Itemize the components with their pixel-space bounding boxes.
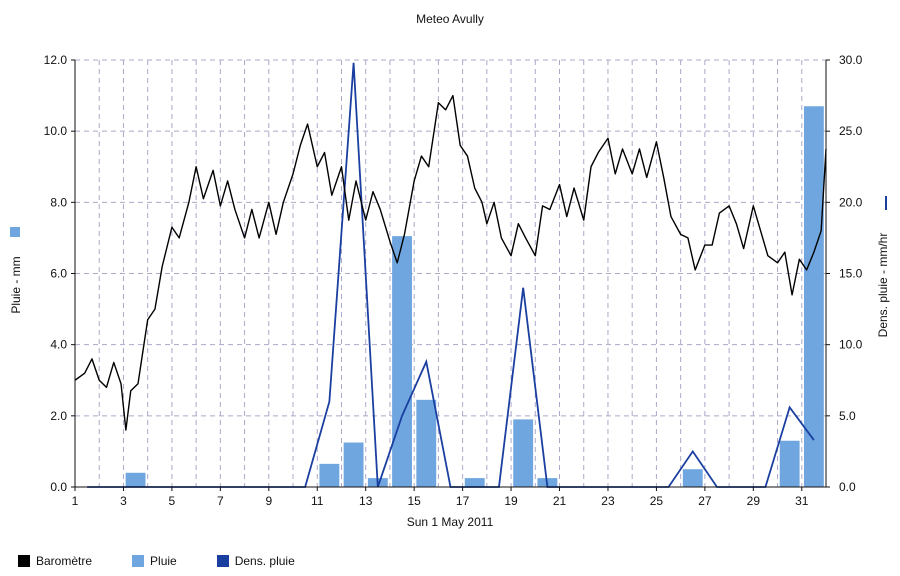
y-left-tick-label: 10.0	[44, 124, 68, 138]
legend-item-barometre: Baromètre	[18, 554, 92, 568]
legend-label-barometre: Baromètre	[36, 554, 93, 568]
bars	[125, 106, 824, 487]
x-tick-label: 11	[311, 494, 324, 508]
legend-label-pluie: Pluie	[150, 554, 177, 568]
y-right-tick-label: 5.0	[839, 409, 856, 423]
legend: Baromètre Pluie Dens. pluie	[18, 552, 335, 570]
pluie-bar	[319, 463, 340, 487]
x-tick-label: 23	[601, 494, 615, 508]
x-tick-label: 25	[650, 494, 664, 508]
pluie-bar	[416, 399, 437, 487]
x-axis-label: Sun 1 May 2011	[407, 515, 494, 529]
y-axis-left-label: Pluie - mm	[9, 256, 23, 313]
legend-item-dens-pluie: Dens. pluie	[216, 554, 295, 568]
pluie-bar	[392, 236, 412, 487]
x-tick-label: 1	[72, 494, 79, 508]
y-left-tick-label: 6.0	[50, 267, 67, 281]
x-tick-label: 7	[217, 494, 224, 508]
y-right-tick-label: 30.0	[839, 53, 863, 67]
x-tick-label: 15	[407, 494, 421, 508]
x-tick-label: 19	[504, 494, 518, 508]
y-left-tick-label: 8.0	[50, 195, 67, 209]
x-tick-label: 9	[265, 494, 272, 508]
x-tick-label: 5	[169, 494, 176, 508]
y-left-tick-label: 4.0	[50, 338, 67, 352]
legend-item-pluie: Pluie	[132, 554, 177, 568]
pluie-bar	[803, 106, 824, 487]
pluie-bar	[513, 419, 534, 487]
y-left-tick-label: 0.0	[50, 480, 67, 494]
pluie-bar	[779, 440, 800, 487]
y-axis-right-label: Dens. pluie - mm/hr	[876, 233, 890, 338]
legend-swatch-pluie	[132, 555, 145, 567]
grid	[74, 59, 827, 488]
legend-swatch-barometre	[18, 555, 30, 567]
pluie-axis-marker	[10, 227, 20, 237]
chart-title: Meteo Avully	[416, 12, 484, 26]
barometre-line	[74, 94, 827, 431]
y-right-tick-label: 10.0	[839, 338, 863, 352]
y-right-tick-label: 25.0	[839, 124, 863, 138]
y-left-tick-label: 12.0	[44, 53, 68, 67]
legend-swatch-dens-pluie	[216, 555, 229, 567]
pluie-bar	[125, 472, 146, 487]
pluie-bar	[464, 478, 485, 487]
y-right-tick-label: 20.0	[839, 195, 863, 209]
x-tick-label: 31	[795, 494, 809, 508]
x-tick-label: 29	[747, 494, 761, 508]
pluie-bar	[682, 469, 703, 487]
lines	[74, 62, 827, 488]
x-tick-label: 27	[698, 494, 712, 508]
pluie-bar	[343, 442, 364, 487]
x-tick-label: 21	[553, 494, 567, 508]
legend-label-dens-pluie: Dens. pluie	[234, 554, 295, 568]
x-tick-label: 13	[359, 494, 373, 508]
y-right-tick-label: 0.0	[839, 480, 856, 494]
y-left-tick-label: 2.0	[50, 409, 67, 423]
x-tick-label: 17	[456, 494, 470, 508]
y-right-tick-label: 15.0	[839, 267, 863, 281]
ticks: 0.0 2.0 4.0 6.0 8.0 10.0 12.0 0.0 5.0 10.0 15.0 20.…	[44, 53, 863, 508]
x-tick-label: 3	[120, 494, 127, 508]
